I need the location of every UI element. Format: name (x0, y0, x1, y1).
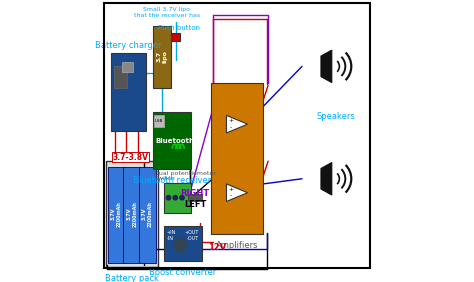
Circle shape (173, 195, 177, 200)
Circle shape (173, 238, 187, 252)
Polygon shape (321, 162, 332, 195)
FancyBboxPatch shape (211, 83, 263, 234)
Text: Bluetooth receiver: Bluetooth receiver (133, 176, 211, 185)
FancyBboxPatch shape (188, 194, 202, 201)
Text: -: - (230, 125, 232, 130)
Text: Bluetooth: Bluetooth (155, 138, 194, 144)
Circle shape (180, 195, 184, 200)
FancyBboxPatch shape (172, 33, 180, 41)
Circle shape (166, 195, 171, 200)
Text: Push button: Push button (158, 25, 200, 31)
Text: 3.7V
2200mAh: 3.7V 2200mAh (142, 201, 153, 227)
Text: 12V: 12V (208, 243, 226, 252)
FancyBboxPatch shape (108, 167, 125, 263)
Text: 3.7
lipo: 3.7 lipo (156, 50, 167, 63)
Text: LEFT: LEFT (184, 200, 206, 209)
Text: +: + (228, 118, 234, 123)
Text: Dual potentiometer
Switch: Dual potentiometer Switch (155, 171, 216, 181)
Text: 3.7V
2200mAh: 3.7V 2200mAh (111, 201, 122, 227)
FancyBboxPatch shape (111, 53, 146, 131)
Text: Boost converter: Boost converter (149, 268, 217, 277)
Polygon shape (227, 115, 247, 133)
FancyBboxPatch shape (153, 113, 191, 169)
FancyBboxPatch shape (123, 167, 140, 263)
FancyBboxPatch shape (164, 183, 191, 213)
FancyBboxPatch shape (164, 226, 202, 261)
Text: +: + (228, 187, 234, 192)
FancyBboxPatch shape (153, 26, 171, 88)
FancyBboxPatch shape (122, 62, 133, 72)
Polygon shape (321, 50, 332, 83)
Polygon shape (227, 184, 247, 202)
Text: Battery pack: Battery pack (105, 274, 159, 282)
Text: USB: USB (155, 119, 163, 123)
Text: Amplifiers: Amplifiers (216, 241, 258, 250)
Text: 3.7-3.8V: 3.7-3.8V (112, 153, 148, 162)
Text: -: - (230, 194, 232, 199)
FancyBboxPatch shape (139, 167, 156, 263)
Text: +OUT
-OUT: +OUT -OUT (185, 230, 199, 241)
Text: RIGHT: RIGHT (181, 189, 210, 198)
FancyBboxPatch shape (155, 115, 164, 127)
FancyBboxPatch shape (114, 66, 128, 88)
Text: +IN
-IN: +IN -IN (166, 230, 176, 241)
Text: Speakers: Speakers (317, 112, 355, 121)
Text: Battery charger: Battery charger (95, 41, 162, 50)
Text: Small 3.7V lipo
that the receiver has: Small 3.7V lipo that the receiver has (134, 7, 200, 17)
Text: 3.7V
2200mAh: 3.7V 2200mAh (127, 201, 137, 227)
FancyBboxPatch shape (106, 161, 158, 267)
